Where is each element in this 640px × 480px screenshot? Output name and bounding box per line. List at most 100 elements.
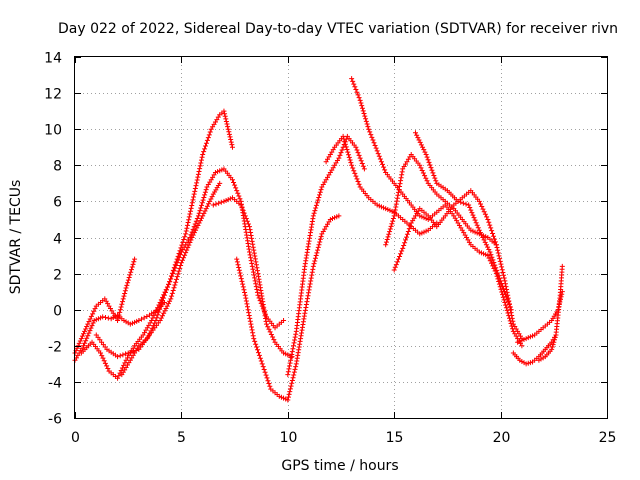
data-point: [361, 166, 367, 172]
data-point: [472, 217, 478, 223]
data-point: [185, 220, 191, 226]
data-point: [359, 105, 365, 111]
data-point: [395, 256, 401, 262]
data-point: [356, 152, 362, 158]
data-point: [121, 293, 127, 299]
data-point: [213, 201, 219, 207]
data-point: [466, 202, 472, 208]
data-point: [382, 167, 388, 173]
data-point: [248, 255, 254, 261]
data-point: [499, 264, 505, 270]
data-point: [247, 318, 253, 324]
data-point: [122, 290, 128, 296]
data-point: [287, 360, 293, 366]
data-point: [174, 260, 180, 266]
data-point: [249, 235, 255, 241]
data-point: [195, 171, 201, 177]
data-point: [374, 148, 380, 154]
data-point: [290, 375, 296, 381]
data-point: [504, 307, 510, 313]
data-point: [253, 259, 259, 265]
data-point: [267, 329, 273, 335]
data-point: [485, 244, 491, 250]
data-point: [254, 289, 260, 295]
data-point: [187, 211, 193, 217]
data-point: [82, 328, 88, 334]
data-point: [390, 218, 396, 224]
y-axis-label: SDTVAR / TECUs: [8, 180, 24, 295]
data-point: [418, 142, 424, 148]
data-point: [232, 182, 238, 188]
data-point: [490, 230, 496, 236]
data-point: [231, 179, 237, 185]
data-point: [360, 163, 366, 169]
x-tick-labels: 0 5 10 15 20 25: [71, 430, 616, 446]
data-point: [182, 234, 188, 240]
data-point: [463, 201, 469, 207]
data-point: [168, 276, 174, 282]
data-point: [287, 389, 293, 395]
data-point: [355, 179, 361, 185]
data-point: [183, 231, 189, 237]
data-point: [489, 254, 495, 260]
data-point: [177, 252, 183, 258]
y-tick-label: -2: [48, 340, 62, 356]
data-point: [177, 265, 183, 271]
data-point: [353, 173, 359, 179]
data-point: [253, 284, 259, 290]
data-point: [162, 308, 168, 314]
data-point: [125, 277, 131, 283]
data-point: [354, 176, 360, 182]
data-point: [377, 156, 383, 162]
data-point: [497, 284, 503, 290]
data-point: [372, 142, 378, 148]
data-point: [245, 304, 251, 310]
data-point: [391, 267, 397, 273]
data-point: [264, 375, 270, 381]
data-point: [207, 198, 213, 204]
data-point: [365, 124, 371, 130]
data-point: [99, 353, 105, 359]
data-point: [258, 358, 264, 364]
data-point: [229, 144, 235, 150]
data-point: [234, 188, 240, 194]
data-point: [100, 355, 106, 361]
data-point: [102, 360, 108, 366]
data-point: [486, 219, 492, 225]
data-point: [196, 210, 202, 216]
data-point: [488, 260, 494, 266]
data-point: [290, 346, 296, 352]
data-point: [248, 230, 254, 236]
data-point: [120, 299, 126, 305]
data-point: [350, 165, 356, 171]
data-point: [291, 372, 297, 378]
series-track-d: [93, 180, 223, 360]
data-point: [428, 165, 434, 171]
data-point: [398, 178, 404, 184]
data-point: [218, 199, 224, 205]
data-point: [356, 181, 362, 187]
data-point: [78, 336, 84, 342]
data-point: [141, 315, 147, 321]
data-point: [247, 315, 253, 321]
data-point: [76, 340, 82, 346]
y-tick-labels: -6 -4 -2 0 2 4 6 8 10 12 14: [44, 51, 62, 428]
data-point: [139, 316, 144, 322]
data-point: [503, 302, 509, 308]
data-point: [198, 157, 204, 163]
data-point: [205, 135, 211, 141]
data-point: [229, 177, 235, 183]
data-point: [364, 121, 370, 127]
data-point: [254, 265, 260, 271]
data-point: [206, 132, 212, 138]
data-point: [128, 349, 134, 355]
data-point: [83, 326, 89, 332]
data-point: [118, 304, 124, 310]
data-point: [122, 288, 128, 294]
data-point: [487, 258, 493, 264]
data-point: [473, 220, 479, 226]
data-point: [228, 139, 234, 145]
data-point: [156, 309, 162, 315]
data-point: [153, 318, 159, 324]
data-point: [195, 213, 201, 219]
